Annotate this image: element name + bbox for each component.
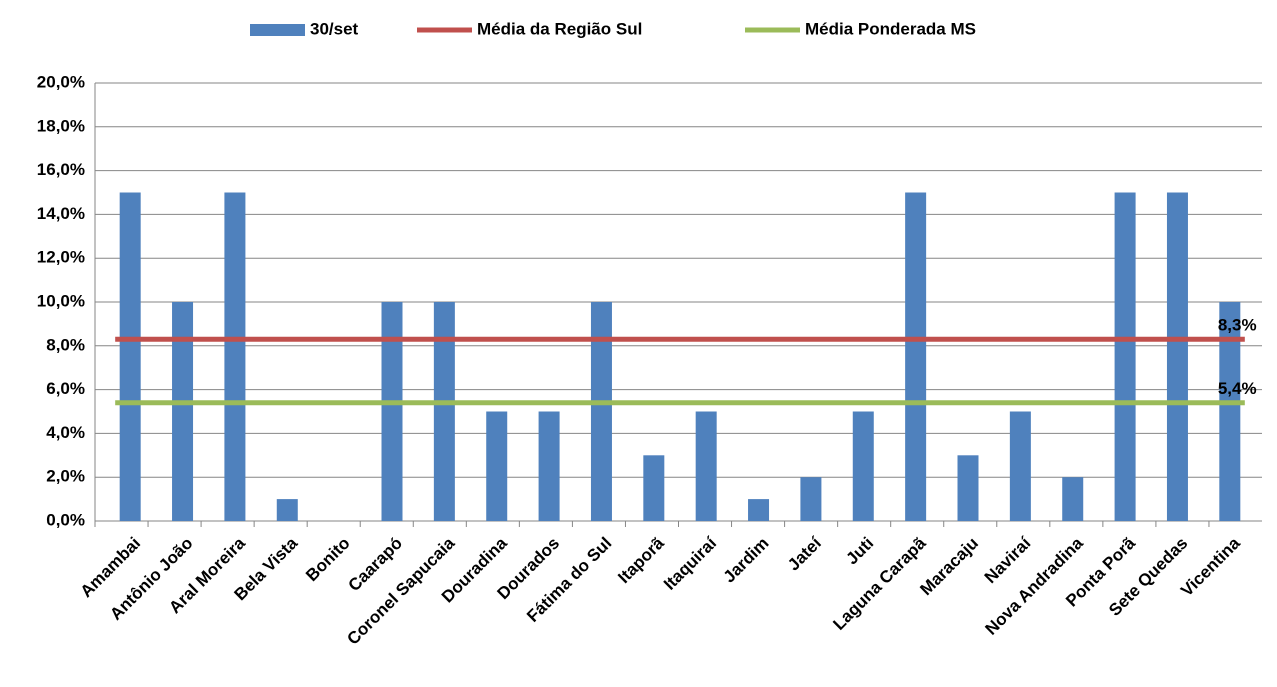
bar [1219,302,1241,521]
bar [381,302,403,521]
bar [276,499,298,521]
x-tick-label: Jateí [784,533,826,575]
bar [748,499,770,521]
y-tick-label: 18,0% [37,116,85,135]
y-tick-label: 4,0% [46,423,85,442]
bar [1166,192,1188,521]
x-tick-label: Jardim [720,534,773,587]
bar [224,192,246,521]
data-label: 8,3% [1218,316,1257,335]
legend-swatch [250,24,305,36]
bar [1062,477,1084,521]
bar [486,411,508,521]
y-tick-label: 12,0% [37,248,85,267]
bar [905,192,927,521]
legend-label: 30/set [310,19,359,38]
bar [852,411,874,521]
bar [538,411,560,521]
y-tick-label: 10,0% [37,291,85,310]
bar [433,302,455,521]
y-tick-label: 2,0% [46,467,85,486]
data-label: 5,4% [1218,379,1257,398]
x-tick-label: Laguna Carapã [829,533,930,634]
x-tick-label: Maracaju [916,534,982,600]
y-tick-label: 8,0% [46,335,85,354]
bar [695,411,717,521]
bar [119,192,141,521]
legend-label: Média Ponderada MS [805,19,976,38]
y-tick-label: 14,0% [37,204,85,223]
y-tick-label: 16,0% [37,160,85,179]
x-tick-label: Nova Andradina [982,533,1088,639]
x-tick-label: Juti [842,534,877,569]
x-tick-label: Bonito [302,534,353,585]
bar [800,477,822,521]
bar [1009,411,1031,521]
bar [957,455,979,521]
bar [643,455,665,521]
legend-label: Média da Região Sul [477,19,642,38]
bar [1114,192,1136,521]
bar [590,302,612,521]
x-tick-label: Itaquiraí [660,533,721,594]
bar [172,302,194,521]
y-tick-label: 6,0% [46,379,85,398]
y-tick-label: 20,0% [37,72,85,91]
y-tick-label: 0,0% [46,510,85,529]
